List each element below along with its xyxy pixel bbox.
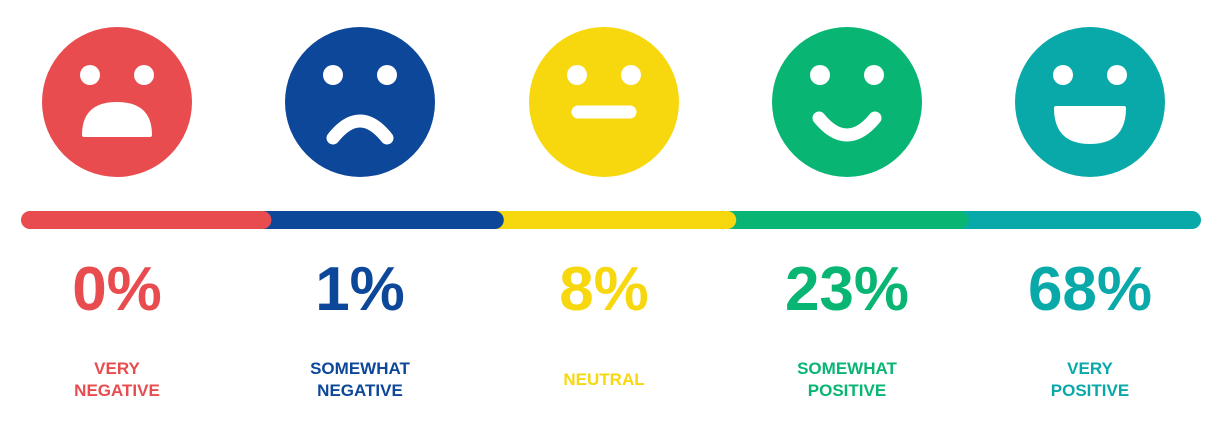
eye bbox=[1107, 65, 1127, 85]
sentiment-label: NEUTRAL bbox=[563, 370, 644, 389]
sentiment-label: SOMEWHAT bbox=[310, 359, 410, 378]
face bbox=[1015, 27, 1165, 177]
percent: 68% bbox=[1028, 255, 1152, 324]
mouth bbox=[1054, 106, 1126, 144]
mouth bbox=[326, 114, 394, 145]
eye bbox=[323, 65, 343, 85]
face-circle bbox=[1015, 27, 1165, 177]
eye bbox=[621, 65, 641, 85]
eye bbox=[567, 65, 587, 85]
sentiment-label: POSITIVE bbox=[1051, 381, 1129, 400]
eye bbox=[864, 65, 884, 85]
percent: 8% bbox=[559, 255, 649, 324]
face-circle bbox=[529, 27, 679, 177]
face bbox=[42, 27, 192, 177]
eye bbox=[810, 65, 830, 85]
percent: 1% bbox=[315, 255, 405, 324]
sentiment-label: POSITIVE bbox=[808, 381, 886, 400]
face bbox=[285, 27, 435, 177]
eye bbox=[134, 65, 154, 85]
mouth bbox=[812, 111, 882, 142]
sentiment-label: NEGATIVE bbox=[74, 381, 160, 400]
sentiment-label: NEGATIVE bbox=[317, 381, 403, 400]
face bbox=[529, 27, 679, 177]
eye bbox=[80, 65, 100, 85]
mouth bbox=[82, 102, 152, 137]
percent: 23% bbox=[785, 255, 909, 324]
sentiment-label: VERY bbox=[1067, 359, 1113, 378]
face-circle bbox=[772, 27, 922, 177]
sentiment-label: VERY bbox=[94, 359, 140, 378]
face-circle bbox=[285, 27, 435, 177]
eye bbox=[377, 65, 397, 85]
face bbox=[772, 27, 922, 177]
percent: 0% bbox=[72, 255, 162, 324]
eye bbox=[1053, 65, 1073, 85]
sentiment-label: SOMEWHAT bbox=[797, 359, 897, 378]
